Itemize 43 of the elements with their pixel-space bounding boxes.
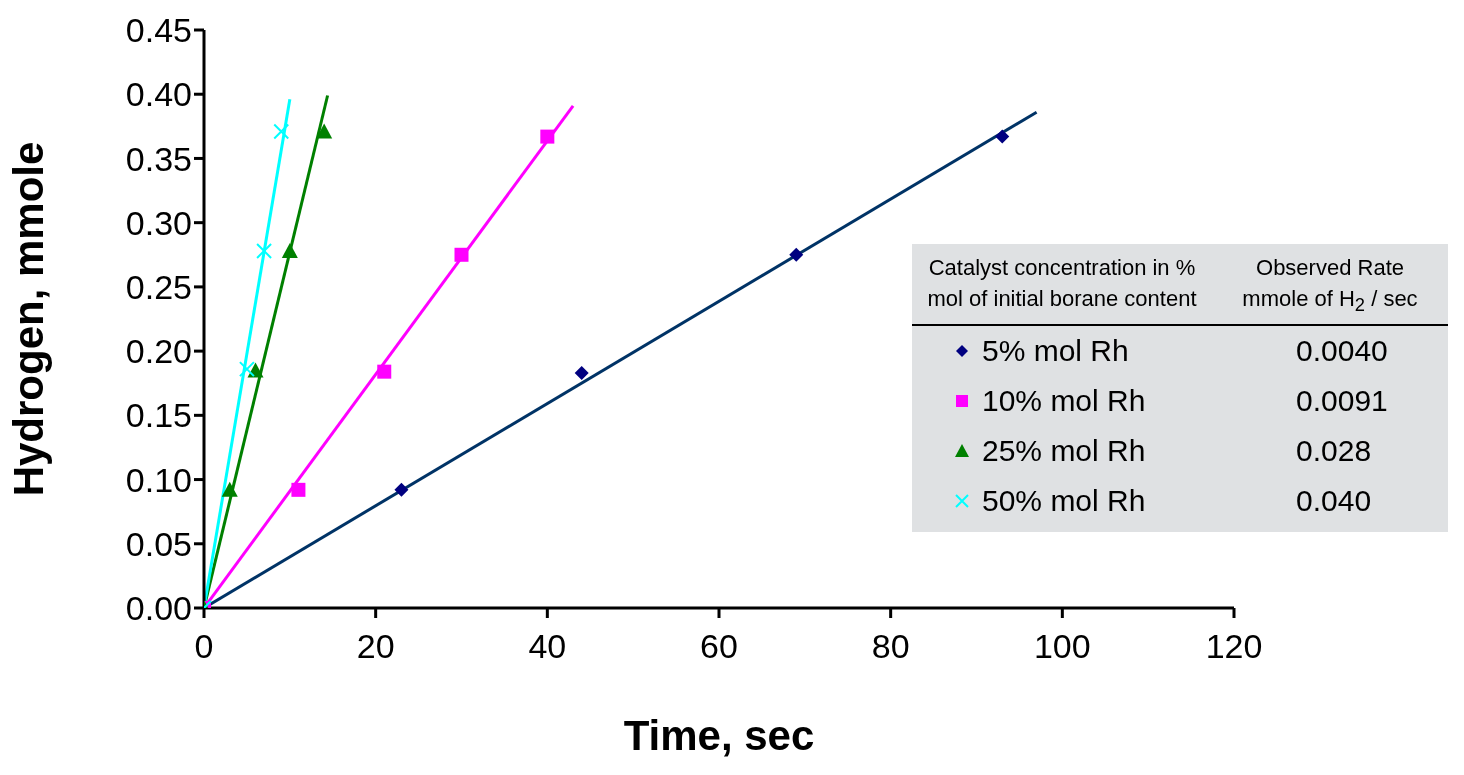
point bbox=[574, 365, 589, 380]
y-axis-title: Hydrogen, mmole bbox=[4, 141, 52, 497]
y-tick-label: 0.30 bbox=[125, 203, 192, 242]
legend-label: 50% mol Rh bbox=[982, 484, 1146, 519]
point bbox=[454, 247, 469, 262]
legend-title: Catalyst concentration in % mol of initial borane content bbox=[926, 254, 1198, 313]
y-tick-label: 0.10 bbox=[125, 460, 192, 499]
x-tick-label: 60 bbox=[700, 627, 738, 666]
y-tick-label: 0.25 bbox=[125, 267, 192, 306]
point bbox=[316, 123, 333, 139]
point bbox=[291, 482, 306, 497]
point bbox=[540, 129, 555, 144]
point bbox=[221, 481, 238, 497]
legend-label: 10% mol Rh bbox=[982, 384, 1146, 419]
point bbox=[238, 361, 255, 378]
x-axis-title: Time, sec bbox=[623, 712, 815, 759]
point bbox=[995, 129, 1010, 144]
x-tick-label: 40 bbox=[528, 627, 567, 666]
x-tick-label: 80 bbox=[871, 627, 910, 666]
x-tick-label: 100 bbox=[1033, 627, 1091, 666]
y-tick-label: 0.05 bbox=[125, 524, 192, 563]
text: 0.040 bbox=[1295, 484, 1373, 519]
text: Observed Rate mmole of H$_{2}$ / sec bbox=[1242, 255, 1418, 316]
y-tick-label: 0.40 bbox=[125, 75, 192, 114]
text: 0.028 bbox=[1295, 434, 1373, 469]
x-tick-label: 0 bbox=[194, 627, 214, 666]
y-tick-label: 0.00 bbox=[125, 589, 192, 628]
point bbox=[377, 364, 392, 379]
text: 0.0040 bbox=[1295, 334, 1389, 369]
y-tick-label: 0.35 bbox=[125, 139, 192, 178]
y-tick-label: 0.20 bbox=[125, 332, 192, 371]
point bbox=[394, 482, 409, 497]
point bbox=[789, 247, 804, 262]
legend-label: 5% mol Rh bbox=[982, 334, 1129, 369]
point bbox=[273, 123, 290, 140]
y-tick-label: 0.15 bbox=[125, 396, 192, 435]
legend-label: 25% mol Rh bbox=[982, 434, 1146, 469]
x-tick-label: 120 bbox=[1205, 627, 1263, 666]
point bbox=[256, 242, 273, 259]
y-tick-label: 0.45 bbox=[125, 11, 192, 50]
point bbox=[281, 242, 298, 258]
text: 0.0091 bbox=[1295, 384, 1389, 419]
x-tick-label: 20 bbox=[356, 627, 395, 666]
